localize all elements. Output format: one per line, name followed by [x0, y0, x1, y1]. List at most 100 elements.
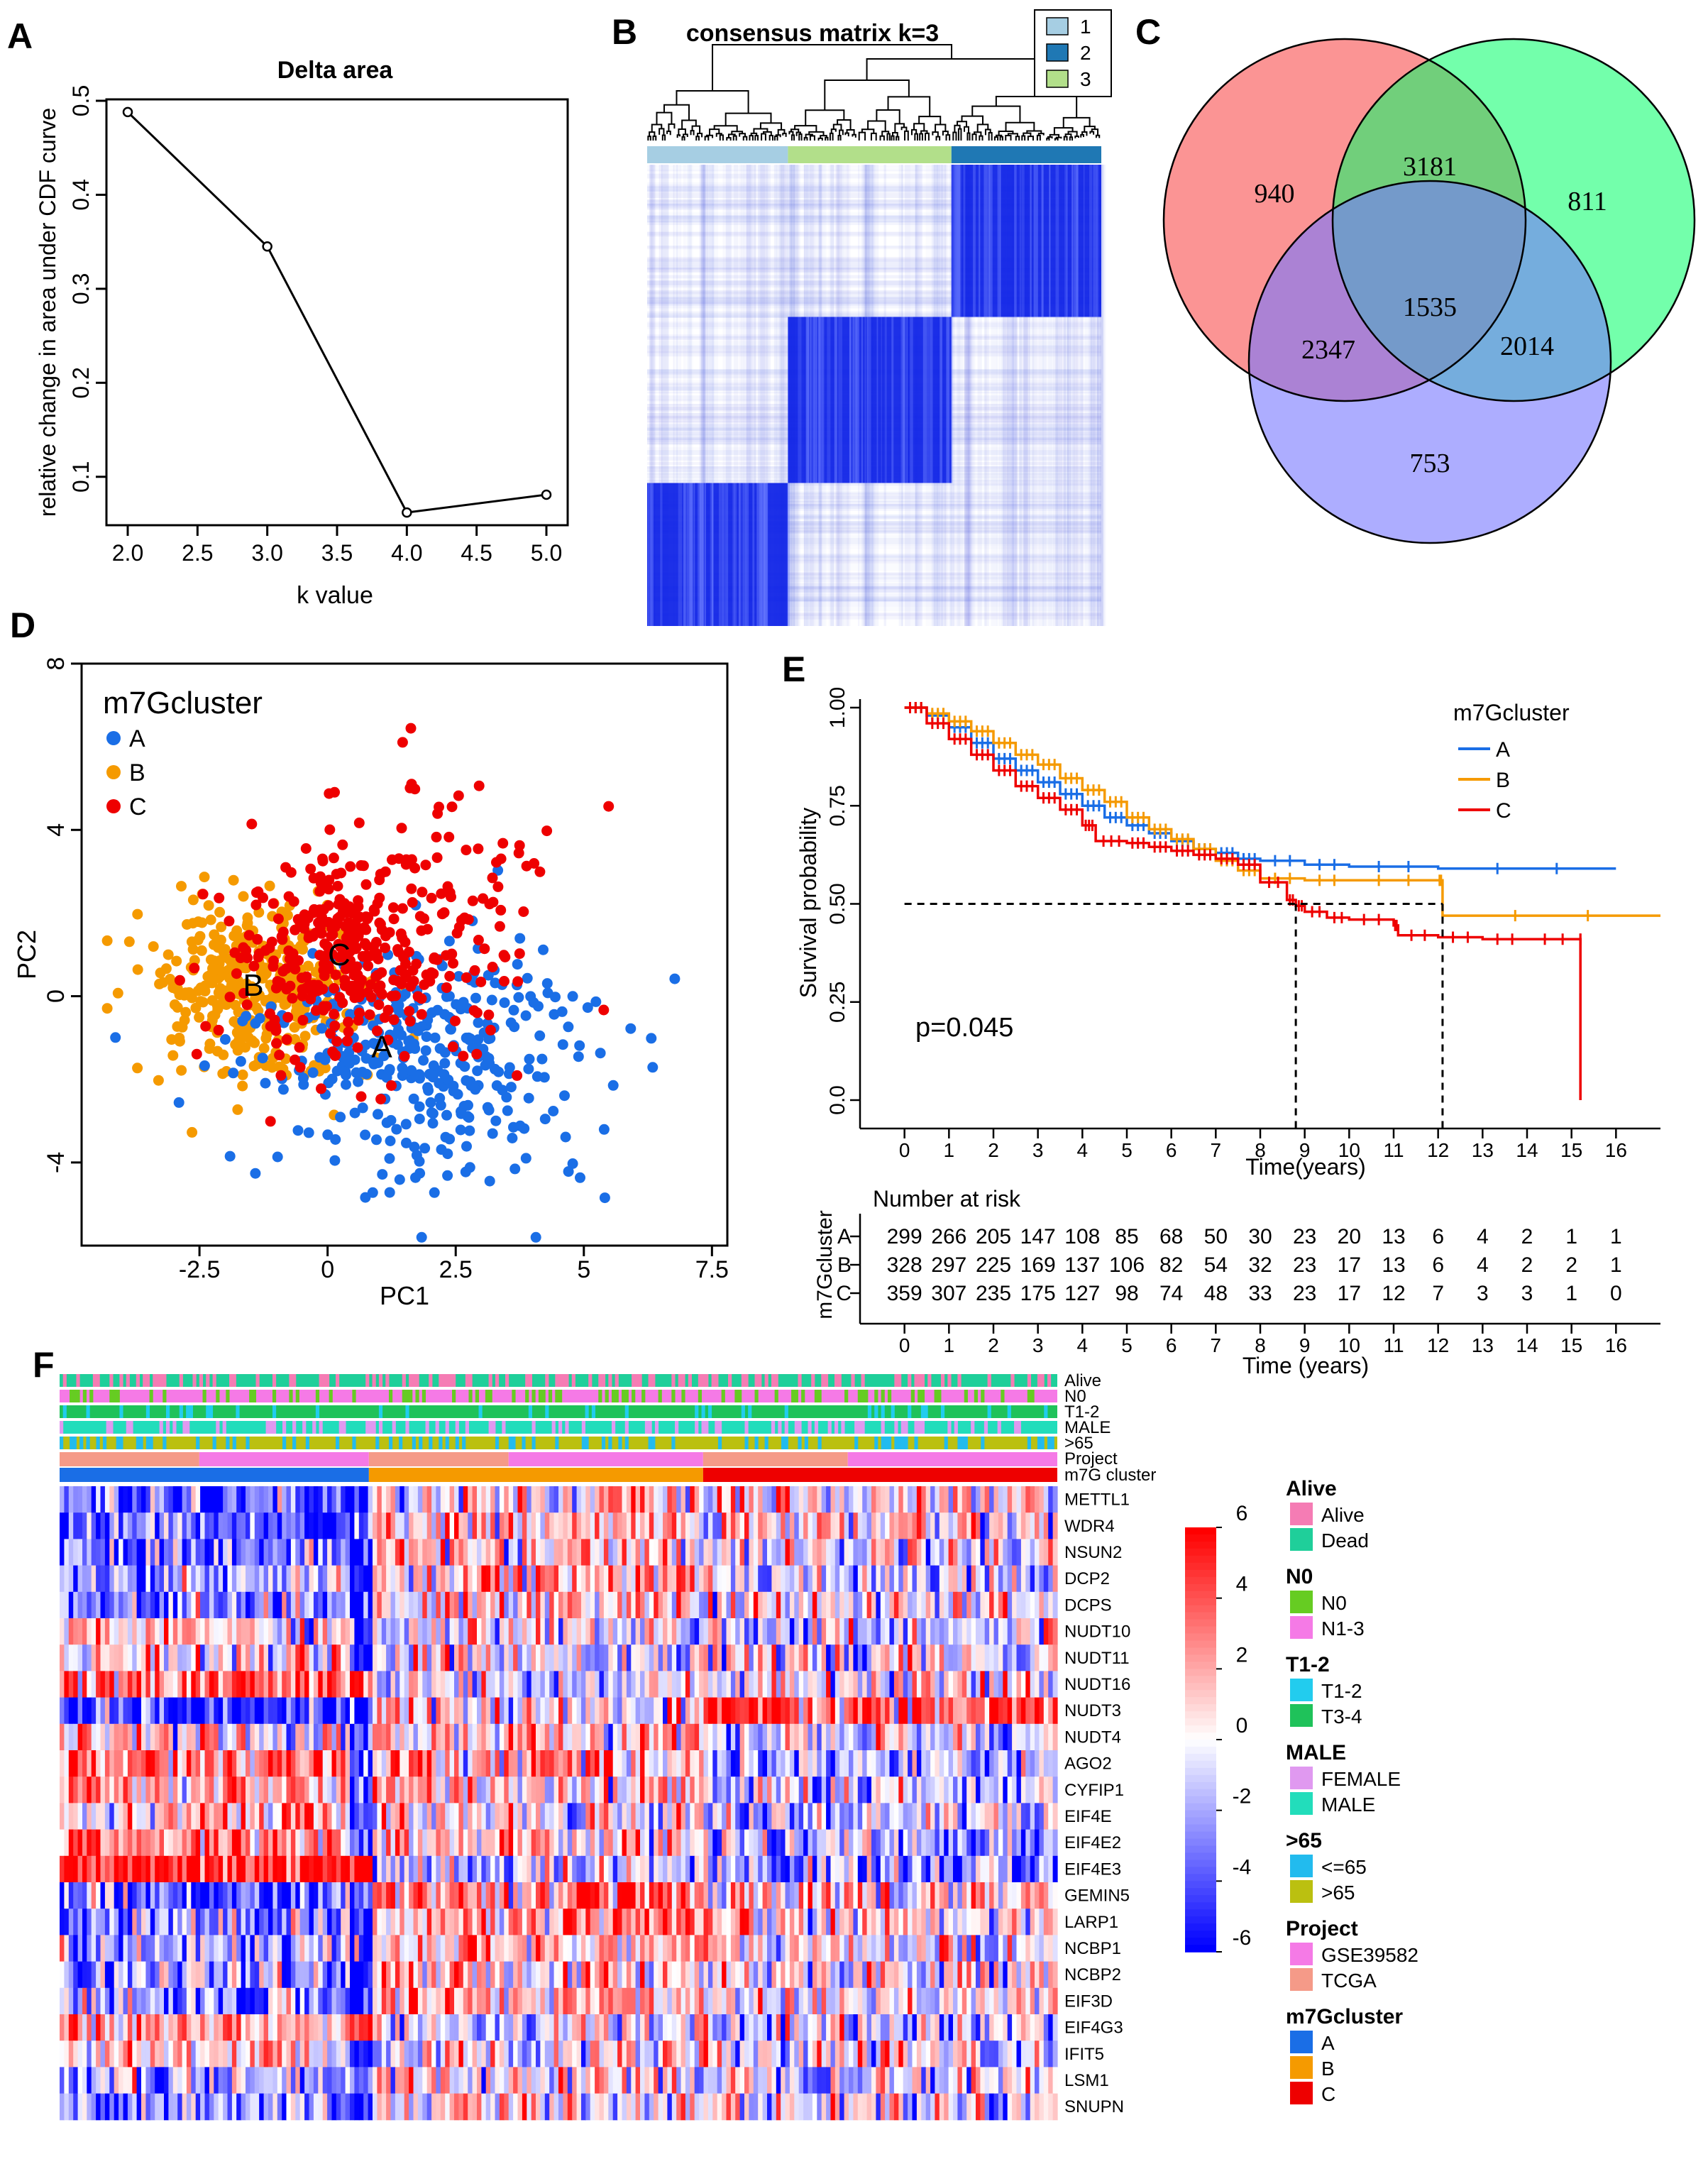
- heatmap-cell: [223, 1618, 228, 1645]
- heatmap-cell: [468, 1539, 473, 1566]
- heatmap-cell: [862, 1671, 868, 1698]
- heatmap-cell: [204, 1539, 210, 1566]
- annotation-cell: [365, 1374, 370, 1387]
- heatmap-cell: [898, 1671, 904, 1698]
- heatmap-cell: [354, 1644, 360, 1671]
- heatmap-cell: [654, 1671, 659, 1698]
- consensus-row-speckle: [647, 515, 1101, 519]
- heatmap-cell: [694, 1486, 700, 1513]
- risk-cell: 23: [1293, 1253, 1316, 1277]
- heatmap-cell: [141, 1671, 146, 1698]
- heatmap-cell: [64, 1750, 70, 1777]
- heatmap-cell: [644, 1618, 650, 1645]
- heatmap-cell: [948, 1591, 954, 1619]
- consensus-column-speckle: [1008, 165, 1010, 626]
- heatmap-cell: [939, 1671, 944, 1698]
- heatmap-cell: [839, 1723, 845, 1751]
- heatmap-cell: [136, 1512, 142, 1539]
- dendrogram-branch: [1005, 135, 1012, 141]
- heatmap-cell: [386, 1539, 392, 1566]
- dendrogram-branch: [656, 111, 673, 125]
- heatmap-cell: [150, 1539, 155, 1566]
- pca-point-a: [538, 944, 549, 955]
- heatmap-cell: [322, 1750, 328, 1777]
- heatmap-cell: [499, 1591, 505, 1619]
- heatmap-cell: [527, 1591, 532, 1619]
- heatmap-cell: [454, 1618, 459, 1645]
- annotation-cell: [295, 1390, 299, 1402]
- heatmap-cell: [400, 1565, 405, 1593]
- panel-letter-f: F: [33, 1345, 55, 1385]
- heatmap-cell: [726, 1539, 732, 1566]
- heatmap-cell: [676, 1671, 682, 1698]
- consensus-row-speckle: [647, 559, 1101, 564]
- heatmap-cell: [599, 1750, 605, 1777]
- heatmap-cell: [572, 1591, 578, 1619]
- heatmap-cell: [413, 1697, 419, 1725]
- heatmap-cell: [177, 1671, 183, 1698]
- heatmap-cell: [204, 1644, 210, 1671]
- annotation-cell: [165, 1421, 170, 1434]
- annotation-cell: [475, 1390, 480, 1402]
- heatmap-cell: [336, 1565, 341, 1593]
- pca-point-b: [153, 1075, 164, 1086]
- heatmap-cell: [531, 1671, 536, 1698]
- heatmap-cell: [925, 1618, 931, 1645]
- heatmap-cell: [373, 1539, 378, 1566]
- consensus-block-texture: [647, 483, 649, 626]
- pca-ytick-label: 0: [43, 989, 70, 1003]
- heatmap-cell: [699, 1591, 705, 1619]
- heatmap-cell: [939, 1565, 944, 1593]
- heatmap-cell: [231, 1671, 237, 1698]
- heatmap-cell: [612, 1512, 618, 1539]
- heatmap-cell: [849, 1644, 854, 1671]
- annotation-cell: [143, 1374, 147, 1387]
- heatmap-cell: [612, 1697, 618, 1725]
- heatmap-cell: [676, 1591, 682, 1619]
- heatmap-cell: [685, 1539, 690, 1566]
- heatmap-cell: [282, 1750, 287, 1777]
- heatmap-cell: [830, 1565, 836, 1593]
- heatmap-cell: [966, 1512, 972, 1539]
- heatmap-cell: [200, 1618, 206, 1645]
- heatmap-cell: [119, 1644, 124, 1671]
- annotation-label: T1-2: [1064, 1402, 1099, 1422]
- heatmap-cell: [735, 1618, 741, 1645]
- heatmap-cell: [730, 1539, 736, 1566]
- heatmap-cell: [309, 1697, 314, 1725]
- heatmap-cell: [871, 1539, 876, 1566]
- heatmap-cell: [667, 1671, 673, 1698]
- heatmap-cell: [717, 1697, 722, 1725]
- heatmap-cell: [654, 1512, 659, 1539]
- survival-ytick-label: 0.25: [826, 982, 849, 1023]
- heatmap-cell: [449, 1539, 455, 1566]
- pca-point-c: [404, 1016, 416, 1027]
- heatmap-cell: [227, 1539, 233, 1566]
- dendrogram-branch: [726, 137, 732, 141]
- pca-legend-dot-c: [106, 799, 121, 813]
- pca-point-c: [283, 891, 294, 902]
- consensus-block-texture: [925, 317, 930, 483]
- heatmap-cell: [268, 1618, 273, 1645]
- heatmap-cell: [976, 1618, 981, 1645]
- pca-point-c: [340, 963, 351, 974]
- heatmap-cell: [581, 1723, 586, 1751]
- heatmap-cell: [722, 1591, 727, 1619]
- dendrogram-branch: [839, 129, 844, 136]
- pca-point-a: [513, 992, 524, 1003]
- pca-point-a: [560, 1131, 571, 1143]
- heatmap-cell: [282, 1591, 287, 1619]
- heatmap-cell: [599, 1486, 605, 1513]
- heatmap-cell: [250, 1671, 255, 1698]
- heatmap-cell: [622, 1750, 627, 1777]
- heatmap-cell: [440, 1644, 446, 1671]
- heatmap-cell: [304, 1591, 310, 1619]
- heatmap-cell: [282, 1644, 287, 1671]
- heatmap-cell: [585, 1750, 591, 1777]
- annotation-cell: [86, 1437, 90, 1449]
- heatmap-cell: [948, 1539, 954, 1566]
- dendrogram-branch: [837, 134, 842, 141]
- heatmap-cell: [136, 1750, 142, 1777]
- heatmap-cell: [417, 1697, 423, 1725]
- heatmap-cell: [703, 1671, 709, 1698]
